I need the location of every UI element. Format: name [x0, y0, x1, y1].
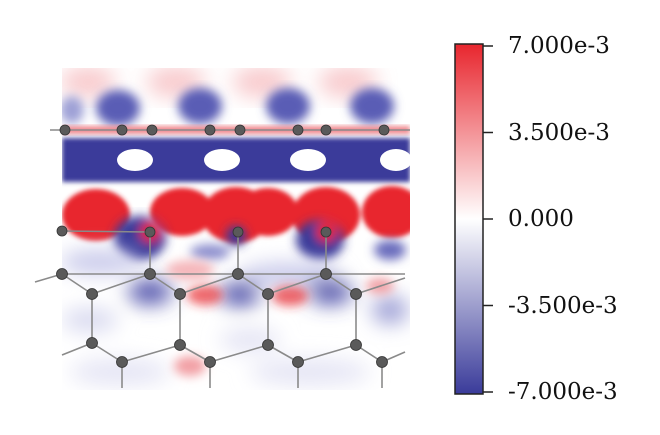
upper-blue-lobes	[62, 88, 394, 126]
colorbar-tick-label: 0.000	[508, 206, 574, 232]
colorbar-tick-label: -7.000e-3	[508, 379, 618, 405]
colorbar-tick-label: 7.000e-3	[508, 33, 610, 59]
atoms	[56, 124, 390, 368]
colorbar-tick-label: 3.500e-3	[508, 119, 610, 146]
density-plot	[62, 68, 410, 390]
colorbar-tick-label: -3.500e-3	[508, 292, 618, 319]
atom-row-top	[59, 124, 390, 136]
atom-row-middle	[56, 225, 332, 238]
atom-row-substrate	[56, 268, 388, 368]
middle-red-lobes	[62, 186, 410, 243]
lower-blue-areas	[62, 250, 408, 386]
blue-band-holes	[117, 149, 410, 171]
colorbar-ticks	[483, 45, 493, 393]
colorbar-gradient	[454, 43, 484, 395]
